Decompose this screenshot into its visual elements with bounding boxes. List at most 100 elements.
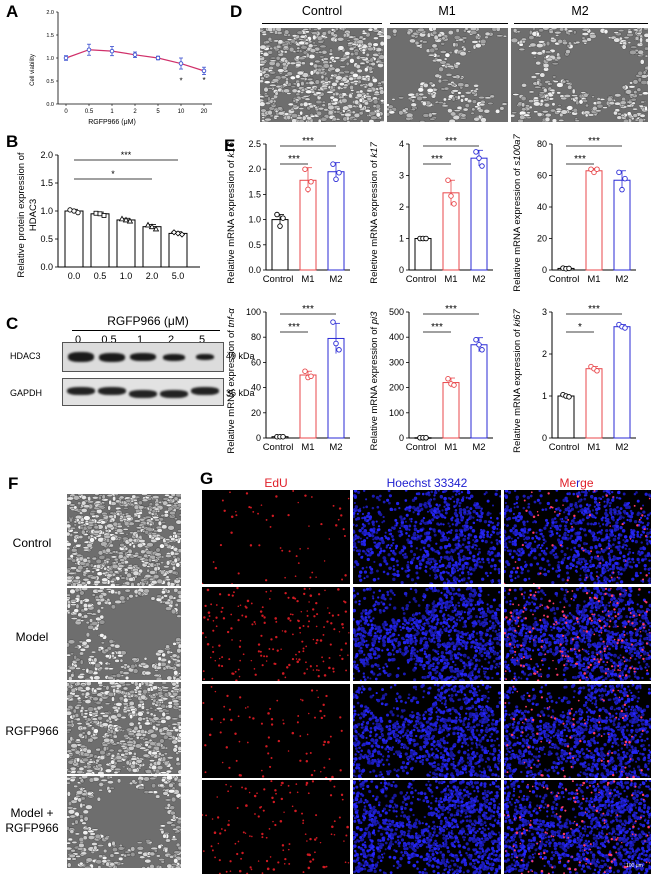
cell bbox=[67, 603, 71, 609]
cell bbox=[352, 80, 359, 83]
cell bbox=[94, 714, 99, 717]
chart-e-ytick-label: 20 bbox=[537, 234, 547, 244]
nucleus bbox=[368, 566, 372, 569]
cell bbox=[126, 853, 132, 857]
cell bbox=[89, 832, 96, 836]
nucleus bbox=[430, 490, 434, 494]
cell bbox=[150, 733, 158, 739]
nucleus bbox=[400, 581, 404, 584]
chart-e-bar bbox=[470, 157, 488, 271]
cell bbox=[152, 495, 160, 499]
nucleus bbox=[439, 571, 443, 575]
edu-spot bbox=[279, 547, 282, 549]
nucleus bbox=[358, 528, 362, 533]
chart-e-ytick-label: 4 bbox=[399, 139, 404, 149]
cell bbox=[300, 88, 306, 92]
cell bbox=[174, 517, 178, 521]
chart-b-point bbox=[122, 216, 130, 223]
nucleus bbox=[467, 509, 471, 513]
cell bbox=[337, 45, 345, 51]
cell bbox=[365, 92, 370, 96]
cell bbox=[113, 767, 122, 771]
nucleus bbox=[424, 550, 428, 553]
cell bbox=[160, 513, 165, 518]
cell bbox=[521, 37, 527, 42]
cell bbox=[106, 523, 114, 529]
nucleus bbox=[469, 533, 473, 537]
nucleus bbox=[510, 578, 514, 582]
cell bbox=[512, 28, 518, 33]
nucleus bbox=[611, 490, 614, 494]
cell bbox=[406, 30, 412, 36]
nucleus bbox=[447, 522, 450, 525]
nucleus bbox=[438, 560, 442, 564]
cell bbox=[113, 557, 119, 562]
nucleus bbox=[449, 555, 453, 559]
nucleus bbox=[479, 560, 482, 564]
nucleus bbox=[379, 547, 383, 550]
edu-spot bbox=[223, 509, 226, 512]
cell bbox=[639, 59, 645, 65]
chart-e-point bbox=[302, 166, 308, 172]
nucleus bbox=[491, 579, 494, 582]
chart-e-ytick-label: 2 bbox=[399, 202, 404, 212]
nucleus bbox=[506, 546, 509, 549]
cell bbox=[100, 606, 105, 610]
nucleus bbox=[367, 522, 371, 525]
cell bbox=[348, 46, 355, 51]
merge-part-a: Me bbox=[559, 476, 577, 490]
nucleus bbox=[435, 507, 440, 511]
cell bbox=[101, 714, 110, 718]
cell bbox=[108, 748, 115, 753]
nucleus bbox=[532, 521, 535, 524]
cell bbox=[156, 594, 163, 599]
cell bbox=[260, 60, 267, 65]
cell bbox=[146, 855, 151, 858]
nucleus bbox=[433, 515, 437, 519]
cell bbox=[558, 119, 565, 122]
cell bbox=[102, 685, 107, 688]
cell bbox=[575, 40, 581, 44]
nucleus bbox=[580, 560, 583, 564]
chart-a: Cell viability 0.00.51.01.52.00 0.5 1 2 5 10 2… bbox=[30, 10, 212, 126]
cell bbox=[312, 34, 317, 41]
nucleus bbox=[465, 545, 469, 549]
cell bbox=[160, 569, 165, 575]
cell bbox=[118, 682, 126, 685]
blot-band-hdac3 bbox=[196, 354, 214, 360]
cell bbox=[453, 35, 461, 40]
cell bbox=[104, 666, 110, 671]
cell bbox=[67, 846, 73, 851]
nucleus bbox=[466, 518, 469, 522]
nucleus bbox=[450, 529, 453, 532]
cell bbox=[536, 43, 544, 49]
nucleus bbox=[508, 540, 512, 544]
chart-e-sig: *** bbox=[431, 154, 443, 165]
cell bbox=[375, 112, 381, 118]
nucleus bbox=[447, 580, 450, 583]
chart-e-xtick-label: M1 bbox=[587, 274, 600, 285]
nucleus bbox=[466, 536, 470, 540]
nucleus bbox=[454, 504, 458, 507]
cell bbox=[122, 710, 128, 714]
cell bbox=[86, 612, 93, 615]
nucleus bbox=[375, 520, 378, 523]
cell bbox=[151, 764, 157, 771]
cell bbox=[122, 671, 130, 675]
cell bbox=[378, 54, 384, 60]
cell bbox=[636, 87, 642, 92]
cell bbox=[79, 861, 84, 866]
cell bbox=[131, 494, 137, 499]
cell bbox=[144, 743, 149, 747]
cell bbox=[71, 841, 78, 844]
nucleus bbox=[581, 518, 585, 522]
cell bbox=[478, 96, 485, 100]
cell bbox=[78, 535, 84, 539]
cell bbox=[141, 494, 148, 496]
nucleus bbox=[408, 524, 412, 528]
cell bbox=[342, 33, 347, 38]
nucleus bbox=[359, 578, 363, 582]
nucleus bbox=[362, 549, 365, 553]
nucleus bbox=[427, 557, 431, 562]
cell bbox=[67, 781, 71, 785]
